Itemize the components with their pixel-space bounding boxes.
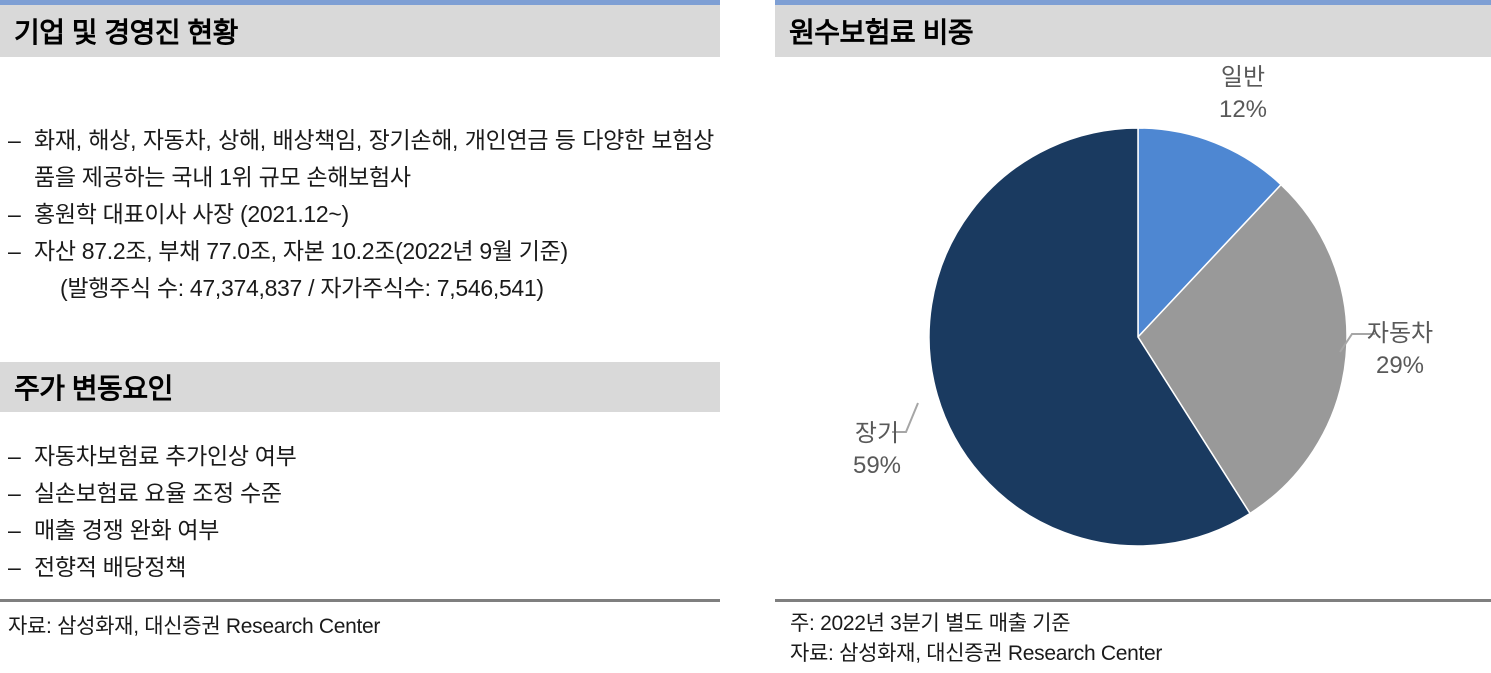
bullet-text: 화재, 해상, 자동차, 상해, 배상책임, 장기손해, 개인연금 등 다양한 …	[34, 127, 714, 190]
right-footer-divider	[775, 599, 1491, 602]
bullet-text: 자산 87.2조, 부채 77.0조, 자본 10.2조(2022년 9월 기준…	[34, 238, 568, 264]
section-header-premium-mix: 원수보험료 비중	[775, 0, 1491, 57]
bullet-text: 매출 경쟁 완화 여부	[34, 517, 220, 543]
list-item: – 전향적 배당정책	[8, 549, 714, 586]
share-count-note: (발행주식 수: 47,374,837 / 자가주식수: 7,546,541)	[8, 270, 714, 307]
slice-value: 12%	[1218, 96, 1268, 123]
pie-slices	[928, 127, 1348, 547]
right-source-line: 자료: 삼성화재, 대신증권 Research Center	[790, 642, 1163, 665]
slice-name: 일반	[1220, 64, 1266, 91]
dash-marker: –	[8, 554, 21, 580]
pie-callout-ilban: 일반 12%	[1193, 62, 1293, 126]
dash-marker: –	[8, 201, 21, 227]
slice-name: 자동차	[1366, 320, 1434, 347]
left-footer-divider	[0, 599, 720, 602]
left-source-line: 자료: 삼성화재, 대신증권 Research Center	[8, 615, 381, 638]
list-item: – 자산 87.2조, 부채 77.0조, 자본 10.2조(2022년 9월 기…	[8, 233, 714, 270]
list-item: – 매출 경쟁 완화 여부	[8, 512, 714, 549]
callout-leader-jadongcha	[1339, 333, 1375, 353]
pie-callout-jangi: 장기 59%	[827, 418, 927, 482]
slice-name: 장기	[854, 420, 900, 447]
section-header-price-drivers: 주가 변동요인	[0, 362, 720, 412]
dash-marker: –	[8, 517, 21, 543]
callout-leader-jangi	[892, 402, 919, 433]
pie-slice-장기	[928, 127, 1252, 547]
bullet-text: 자동차보험료 추가인상 여부	[34, 443, 297, 469]
price-drivers-section-title: 주가 변동요인	[14, 373, 173, 404]
dash-marker: –	[8, 238, 21, 264]
dash-marker: –	[8, 127, 21, 153]
list-item: – 자동차보험료 추가인상 여부	[8, 438, 714, 475]
list-item: – 화재, 해상, 자동차, 상해, 배상책임, 장기손해, 개인연금 등 다양한…	[8, 122, 714, 196]
dash-marker: –	[8, 480, 21, 506]
company-bullet-list: – 화재, 해상, 자동차, 상해, 배상책임, 장기손해, 개인연금 등 다양한…	[8, 122, 714, 307]
list-item: – 홍원학 대표이사 사장 (2021.12~)	[8, 196, 714, 233]
company-section-title: 기업 및 경영진 현황	[14, 17, 238, 48]
bullet-text: 실손보험료 요율 조정 수준	[34, 480, 282, 506]
price-drivers-bullet-list: – 자동차보험료 추가인상 여부 – 실손보험료 요율 조정 수준 – 매출 경쟁 완…	[8, 438, 714, 586]
slice-value: 29%	[1375, 352, 1425, 379]
chart-note-line: 주: 2022년 3분기 별도 매출 기준	[790, 612, 1071, 635]
pie-slice-일반	[1137, 127, 1283, 339]
bullet-text: (발행주식 수: 47,374,837 / 자가주식수: 7,546,541)	[60, 275, 544, 301]
slice-value: 59%	[852, 452, 902, 479]
bullet-text: 전향적 배당정책	[34, 554, 187, 580]
section-header-company: 기업 및 경영진 현황	[0, 0, 720, 57]
list-item: – 실손보험료 요율 조정 수준	[8, 475, 714, 512]
pie-slice-자동차	[1137, 183, 1348, 515]
pie-callout-jadongcha: 자동차 29%	[1358, 318, 1442, 382]
premium-mix-chart-title: 원수보험료 비중	[789, 17, 974, 48]
premium-mix-pie-chart	[892, 127, 1375, 547]
dash-marker: –	[8, 443, 21, 469]
bullet-text: 홍원학 대표이사 사장 (2021.12~)	[34, 201, 349, 227]
